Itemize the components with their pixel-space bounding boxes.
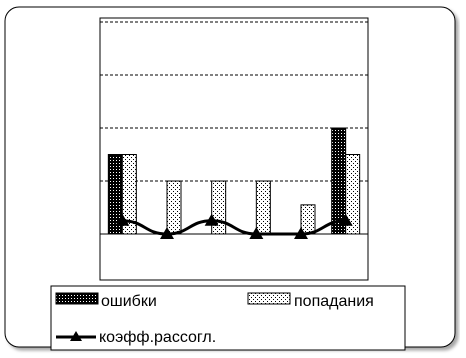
bar [166, 180, 182, 235]
legend-label-coeff: коэфф.рассогл. [99, 329, 216, 346]
legend-label-hits: попадания [294, 293, 374, 310]
bar [255, 180, 271, 235]
line-marker [249, 227, 264, 239]
bars [107, 127, 361, 235]
line-marker [160, 227, 174, 239]
plot-area [99, 17, 369, 281]
line-series [115, 213, 353, 239]
bar [345, 154, 361, 235]
grid-lines [100, 21, 368, 235]
bar [300, 204, 316, 235]
legend: ошибки попадания коэфф.рассогл. [50, 285, 406, 351]
legend-label-errors: ошибки [101, 293, 157, 310]
bar [121, 154, 137, 235]
series-line [122, 219, 346, 236]
chart: ошибки попадания коэфф.рассогл. [4, 6, 456, 351]
chart-frame: ошибки попадания коэфф.рассогл. [4, 6, 460, 354]
line-marker [204, 213, 219, 226]
bar [211, 180, 227, 235]
line-marker [338, 213, 353, 226]
legend-box [50, 285, 406, 351]
line-marker [115, 213, 130, 226]
legend-swatch-errors [55, 292, 99, 305]
legend-swatch-hits [247, 292, 291, 305]
line-marker [294, 227, 308, 239]
legend-marker-coeff [70, 331, 82, 341]
